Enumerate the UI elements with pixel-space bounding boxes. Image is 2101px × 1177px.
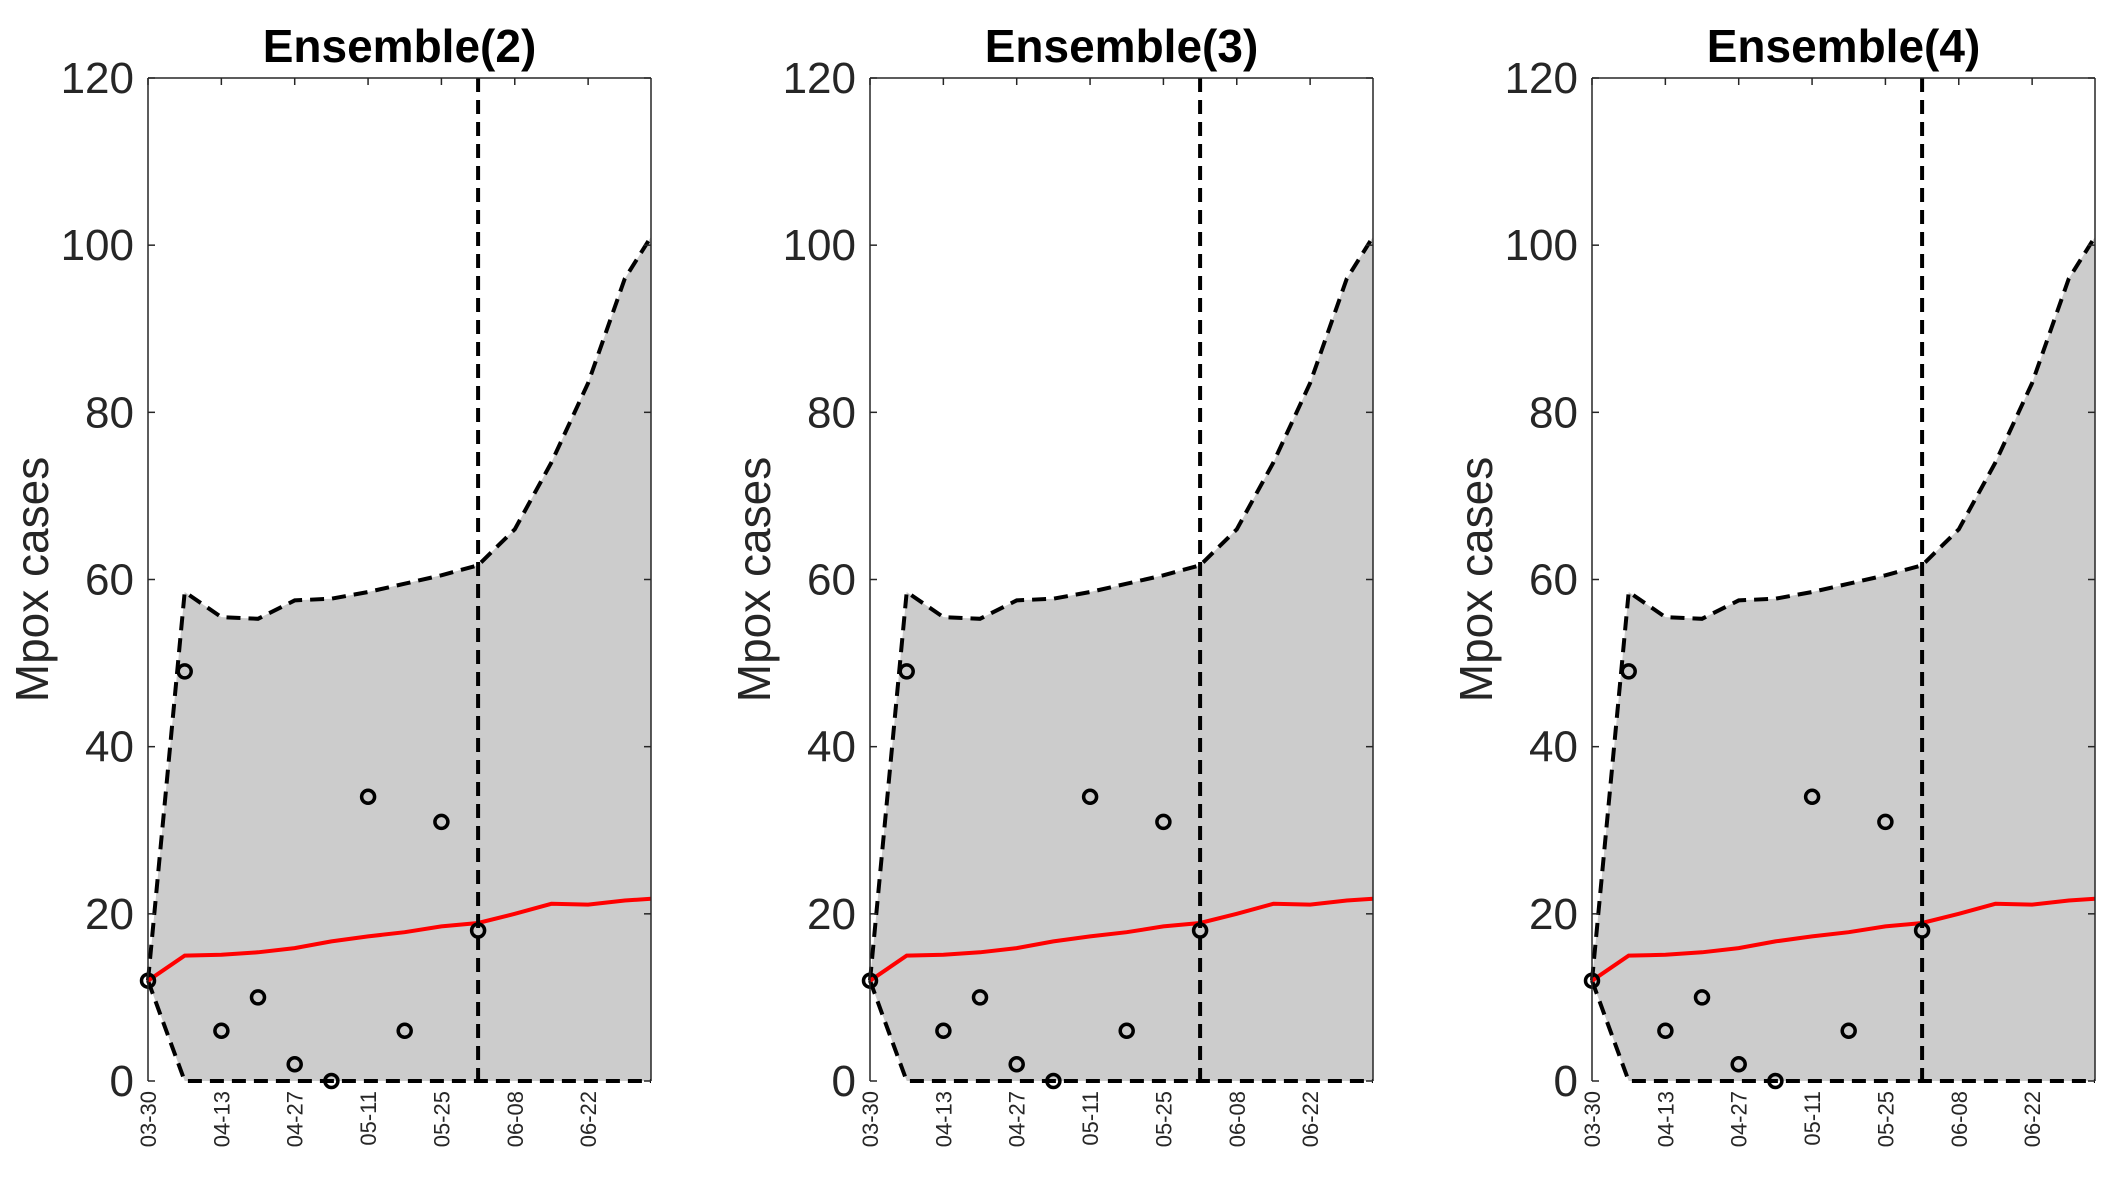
observed-data-point (1767, 1072, 1784, 1090)
y-axis-label: Mpox cases (6, 457, 58, 702)
upper-bound-line (146, 235, 653, 981)
y-tick-label: 80 (807, 388, 856, 437)
observed-data-point (1913, 922, 1931, 939)
observed-data-point (1840, 1022, 1857, 1040)
observed-data-point (971, 989, 989, 1006)
observed-data-point (1803, 788, 1821, 806)
prediction-interval-band (1592, 236, 2095, 1082)
y-tick-label: 80 (1529, 388, 1578, 437)
x-tick-label: 03-30 (136, 1091, 161, 1147)
y-tick-label: 20 (1529, 890, 1578, 939)
median-forecast-line (868, 896, 1374, 983)
observed-data-point (1008, 1056, 1025, 1073)
y-tick-label: 40 (1529, 723, 1578, 772)
y-tick-label: 60 (85, 556, 134, 605)
x-tick-label: 06-22 (1298, 1091, 1323, 1147)
observed-data-point (176, 663, 193, 680)
observed-data-point (286, 1056, 303, 1073)
x-tick-label: 05-25 (1873, 1091, 1898, 1147)
chart-panel-2: 0 20 40 60 80 100 120 03-30 04-13 04-27 05-11 05-25… (728, 20, 1375, 1147)
x-tick-label: 04-27 (1005, 1091, 1030, 1147)
observed-data-point (898, 663, 915, 680)
observed-data-point (1877, 813, 1894, 831)
observed-data-point (1620, 663, 1637, 680)
observed-data-point (1155, 813, 1172, 831)
prediction-interval-band (870, 236, 1373, 1082)
y-tick-label: 20 (807, 890, 856, 939)
y-tick-label: 100 (61, 221, 134, 270)
observed-data-point (396, 1022, 413, 1040)
observed-data-point (1657, 1022, 1674, 1040)
y-tick-label: 120 (1505, 54, 1578, 103)
x-tick-label: 05-25 (1151, 1091, 1176, 1147)
x-tick-label: 04-13 (931, 1091, 956, 1147)
observed-data-point (1081, 788, 1099, 806)
y-tick-label: 120 (61, 54, 134, 103)
observed-data-point (935, 1022, 952, 1040)
y-tick-label: 20 (85, 890, 134, 939)
x-tick-label: 05-11 (356, 1091, 381, 1146)
observed-data-point (249, 989, 267, 1006)
chart-title: Ensemble(2) (263, 20, 537, 72)
observed-data-point (433, 813, 450, 831)
x-tick-label: 03-30 (858, 1091, 883, 1147)
x-tick-label: 03-30 (1580, 1091, 1605, 1147)
y-axis-label: Mpox cases (1450, 457, 1502, 702)
x-tick-label: 04-13 (209, 1091, 234, 1147)
observed-data-point (1118, 1022, 1135, 1040)
observed-data-point (359, 788, 377, 806)
y-tick-label: 120 (783, 54, 856, 103)
observed-data-point (1045, 1072, 1062, 1090)
x-tick-label: 06-08 (503, 1091, 528, 1147)
lower-bound-line (146, 980, 651, 1083)
x-tick-label: 05-11 (1078, 1091, 1103, 1146)
y-axis-label: Mpox cases (728, 457, 780, 702)
x-tick-label: 06-22 (576, 1091, 601, 1147)
chart-panel-3: 0 20 40 60 80 100 120 03-30 04-13 04-27 05-11 05-25… (1450, 20, 2097, 1147)
x-tick-label: 06-22 (2020, 1091, 2045, 1147)
y-tick-label: 60 (807, 556, 856, 605)
upper-bound-line (868, 235, 1375, 981)
y-tick-label: 0 (832, 1057, 856, 1106)
y-tick-label: 100 (1505, 221, 1578, 270)
y-tick-label: 0 (1554, 1057, 1578, 1106)
x-tick-label: 05-25 (429, 1091, 454, 1147)
x-tick-label: 06-08 (1947, 1091, 1972, 1147)
upper-bound-line (1590, 235, 2097, 981)
chart-panel-1: 0 20 40 60 80 100 120 03-30 04-13 04-27 05-11 05-25… (6, 20, 653, 1147)
y-tick-label: 100 (783, 221, 856, 270)
observed-data-point (1730, 1056, 1747, 1073)
observed-data-point (1191, 922, 1209, 939)
chart-title: Ensemble(3) (985, 20, 1259, 72)
chart-title: Ensemble(4) (1707, 20, 1981, 72)
median-forecast-line (146, 896, 652, 983)
y-tick-label: 80 (85, 388, 134, 437)
observed-data-point (323, 1072, 340, 1090)
y-tick-label: 60 (1529, 556, 1578, 605)
lower-bound-line (1590, 980, 2095, 1083)
y-tick-label: 40 (807, 723, 856, 772)
y-tick-label: 0 (110, 1057, 134, 1106)
observed-data-point (213, 1022, 230, 1040)
x-tick-label: 05-11 (1800, 1091, 1825, 1146)
observed-data-point (1693, 989, 1711, 1006)
x-tick-label: 04-27 (283, 1091, 308, 1147)
prediction-interval-band (148, 236, 651, 1082)
observed-data-point (469, 922, 487, 939)
lower-bound-line (868, 980, 1373, 1083)
x-tick-label: 06-08 (1225, 1091, 1250, 1147)
median-forecast-line (1590, 896, 2096, 983)
x-tick-label: 04-13 (1653, 1091, 1678, 1147)
x-tick-label: 04-27 (1727, 1091, 1752, 1147)
y-tick-label: 40 (85, 723, 134, 772)
